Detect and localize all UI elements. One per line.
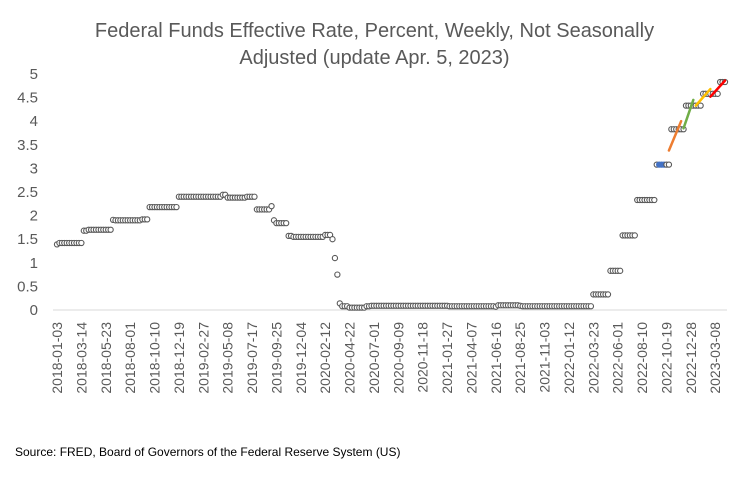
x-tick-label: 2021-01-27 xyxy=(439,322,455,394)
x-tick-label: 2021-06-16 xyxy=(488,322,504,394)
x-tick-label: 2022-06-01 xyxy=(610,322,626,394)
x-tick-label: 2019-05-08 xyxy=(220,322,236,394)
x-tick-label: 2020-09-09 xyxy=(390,322,406,394)
x-tick-label: 2022-03-23 xyxy=(585,322,601,394)
x-tick-label: 2021-04-07 xyxy=(463,322,479,394)
data-point xyxy=(78,239,85,247)
data-point xyxy=(334,271,341,278)
y-tick-label: 4.5 xyxy=(17,90,38,107)
data-point xyxy=(144,216,151,223)
data-point xyxy=(329,236,336,243)
x-tick-label: 2022-01-12 xyxy=(561,322,577,394)
data-point xyxy=(251,193,258,200)
y-tick-label: 2 xyxy=(30,208,38,225)
data-point xyxy=(331,254,339,262)
x-tick-label: 2021-11-03 xyxy=(537,322,553,393)
trend-line xyxy=(709,79,727,98)
source-note: Source: FRED, Board of Governors of the … xyxy=(15,445,401,459)
trend-line xyxy=(667,119,683,152)
trend-line xyxy=(682,98,695,130)
x-tick-label: 2019-07-17 xyxy=(244,322,260,394)
trend-line xyxy=(694,87,712,107)
data-point xyxy=(665,161,673,168)
y-tick-label: 4 xyxy=(30,113,38,130)
x-tick-label: 2020-07-01 xyxy=(366,322,382,394)
y-axis: 0 0.5 1 1.5 2 2.5 3 3.5 4 4.5 5 xyxy=(17,66,38,319)
data-point xyxy=(587,303,595,310)
y-tick-label: 0.5 xyxy=(17,278,38,295)
x-tick-label: 2018-10-10 xyxy=(147,322,163,394)
x-tick-label: 2018-05-23 xyxy=(98,322,114,394)
data-point xyxy=(714,90,721,97)
data-point xyxy=(283,219,290,227)
x-tick-label: 2020-02-12 xyxy=(317,322,333,394)
x-tick-label: 2018-01-03 xyxy=(49,322,65,394)
x-tick-label: 2022-08-10 xyxy=(634,322,650,394)
chart-title-line1: Federal Funds Effective Rate, Percent, W… xyxy=(94,20,655,42)
data-point xyxy=(651,196,658,204)
y-tick-label: 1 xyxy=(30,255,38,272)
x-tick-label: 2019-12-04 xyxy=(293,322,309,394)
x-tick-label: 2020-04-22 xyxy=(342,322,358,394)
x-tick-label: 2023-03-08 xyxy=(707,322,723,394)
y-tick-label: 3 xyxy=(30,160,38,177)
y-tick-label: 5 xyxy=(30,66,38,83)
x-tick-label: 2022-12-28 xyxy=(683,322,699,394)
data-point xyxy=(107,226,114,233)
y-tick-label: 2.5 xyxy=(17,184,38,201)
x-axis: 2018-01-03 2018-03-14 2018-05-23 2018-08-01… xyxy=(49,322,723,394)
data-point xyxy=(697,102,704,109)
x-tick-label: 2019-02-27 xyxy=(195,322,211,394)
chart-title-line2: Adjusted (update Apr. 5, 2023) xyxy=(239,47,510,69)
data-point xyxy=(617,267,624,274)
data-point xyxy=(604,291,612,298)
x-tick-label: 2020-11-18 xyxy=(415,322,431,393)
x-tick-label: 2021-08-25 xyxy=(512,322,528,394)
x-tick-label: 2018-08-01 xyxy=(122,322,138,394)
y-tick-label: 3.5 xyxy=(17,137,38,154)
x-tick-label: 2018-12-19 xyxy=(171,322,187,394)
data-point xyxy=(173,203,180,211)
y-tick-label: 1.5 xyxy=(17,231,38,248)
x-tick-label: 2022-10-19 xyxy=(658,322,674,394)
data-point xyxy=(268,203,275,210)
y-tick-label: 0 xyxy=(30,302,38,319)
trend-lines xyxy=(667,79,727,152)
chart-title: Federal Funds Effective Rate, Percent, W… xyxy=(0,18,749,72)
x-tick-label: 2019-09-25 xyxy=(268,322,284,394)
data-series xyxy=(53,78,729,311)
x-tick-label: 2018-03-14 xyxy=(73,322,89,394)
data-point xyxy=(631,232,638,239)
